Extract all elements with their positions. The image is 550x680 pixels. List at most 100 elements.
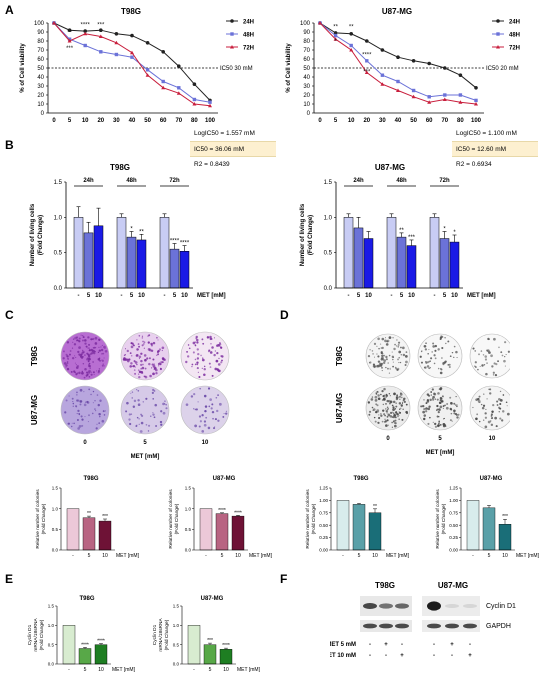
colony-dot [84, 401, 87, 403]
colony-dot [438, 422, 440, 425]
colony-dot [448, 365, 451, 369]
colony-dot [194, 408, 197, 411]
colony-dot [200, 354, 202, 357]
dose-label: 10 [489, 436, 496, 442]
dose-label: 0 [386, 436, 390, 442]
colony-dot [493, 337, 496, 341]
colony-dot [397, 367, 400, 371]
x-tick-label: 5 [334, 118, 338, 124]
colony-dot [494, 416, 498, 420]
colony-dot [75, 366, 79, 369]
data-point [145, 41, 150, 45]
colony-dot [369, 410, 372, 413]
colony-dot [92, 346, 95, 349]
colony-dot [195, 337, 198, 340]
colony-dot [101, 364, 104, 367]
colony-dot [152, 341, 156, 345]
colony-dot [147, 430, 150, 432]
treatment-mark: - [451, 653, 453, 659]
treatment-mark: + [400, 653, 404, 659]
colony-dot [155, 368, 158, 372]
colony-dot [96, 423, 98, 425]
colony-dot [213, 427, 216, 430]
colony-dot [393, 420, 395, 423]
legend-label: 72H [509, 46, 520, 52]
colony-dot [457, 413, 460, 416]
colony-dot [381, 399, 384, 402]
colony-dot [501, 354, 504, 357]
legend-label: 24H [243, 20, 254, 26]
colony-dot [79, 403, 82, 406]
colony-dot [89, 366, 91, 368]
colony-dot [383, 397, 386, 400]
colony-dot [440, 400, 444, 403]
x-tick-label: 30 [113, 118, 120, 124]
data-point [83, 31, 88, 36]
ic50-table-row: IC50 = 36.06 mM [190, 141, 276, 157]
colony-dot [100, 348, 104, 352]
colony-dot [443, 361, 446, 364]
colony-dot [426, 393, 430, 396]
treatment-mark: - [385, 653, 387, 659]
colony-dot [376, 353, 378, 355]
y-tick-label: 0.5 [52, 527, 59, 532]
colony-dot [217, 419, 220, 422]
colony-dot [432, 342, 435, 345]
colony-dot [388, 393, 391, 395]
colony-dot [147, 335, 149, 337]
colony-plates-grayscale: T98G U87-MG 0 5 10 MET [mM] [335, 333, 510, 456]
colony-dot [94, 408, 96, 410]
colony-dot [402, 353, 406, 357]
colony-dot [432, 421, 434, 423]
colony-dot [84, 416, 86, 418]
data-point [474, 98, 478, 103]
colony-dot [87, 336, 90, 339]
x-tick-label: 20 [363, 118, 370, 124]
colony-dot [389, 395, 391, 397]
group-label: 72h [439, 178, 450, 184]
colony-dot [124, 353, 127, 356]
ic50-table-row: IC50 = 12.60 mM [452, 141, 538, 157]
bar [439, 238, 450, 289]
colony-dot [430, 394, 432, 396]
colony-dot [138, 423, 140, 425]
colony-dot [441, 395, 444, 398]
y-tick-label: 1.25 [449, 486, 458, 491]
y-tick-label: 0 [41, 111, 45, 117]
x-tick-label: 10 [138, 293, 145, 299]
colony-dot [140, 352, 143, 355]
colony-dot [78, 340, 81, 343]
colony-dot [202, 357, 204, 359]
colony-dot [198, 415, 202, 418]
colony-dot [380, 413, 382, 415]
colony-dot [88, 388, 91, 391]
colony-dot [492, 403, 495, 407]
y-tick-label: 90 [37, 30, 44, 36]
colony-dot [374, 420, 377, 423]
colony-dot [431, 351, 433, 353]
data-point [67, 28, 72, 32]
y-axis-label: Cyclin D1 [152, 624, 158, 645]
data-point [177, 64, 181, 68]
colony-dot [152, 364, 156, 368]
colony-dot [419, 355, 422, 358]
colony-dot [204, 409, 207, 413]
colony-dot [505, 353, 507, 356]
y-tick-label: 10 [303, 102, 310, 108]
colony-plates-crystal-violet: T98G U87-MG 0 5 10 MET [mM] [30, 331, 230, 460]
colony-dot [67, 422, 70, 425]
legend-label: 24H [509, 20, 520, 26]
y-tick-label: 60 [37, 57, 44, 63]
colony-dot [487, 420, 491, 424]
colony-dot [213, 337, 215, 339]
western-blot: T98G U87-MG Cyclin D1 GAPDH MET 5 mM - + - - + - ME… [330, 581, 516, 659]
bar [98, 520, 112, 551]
y-tick-label: 40 [303, 75, 310, 81]
colony-dot [196, 367, 199, 370]
colony-dot [216, 409, 219, 413]
colony-dot [150, 344, 154, 347]
colony-dot [98, 422, 101, 425]
y-axis-label: Relative number of colonies [168, 489, 174, 549]
colony-dot [506, 412, 510, 416]
y-tick-label: 0.0 [48, 662, 55, 667]
